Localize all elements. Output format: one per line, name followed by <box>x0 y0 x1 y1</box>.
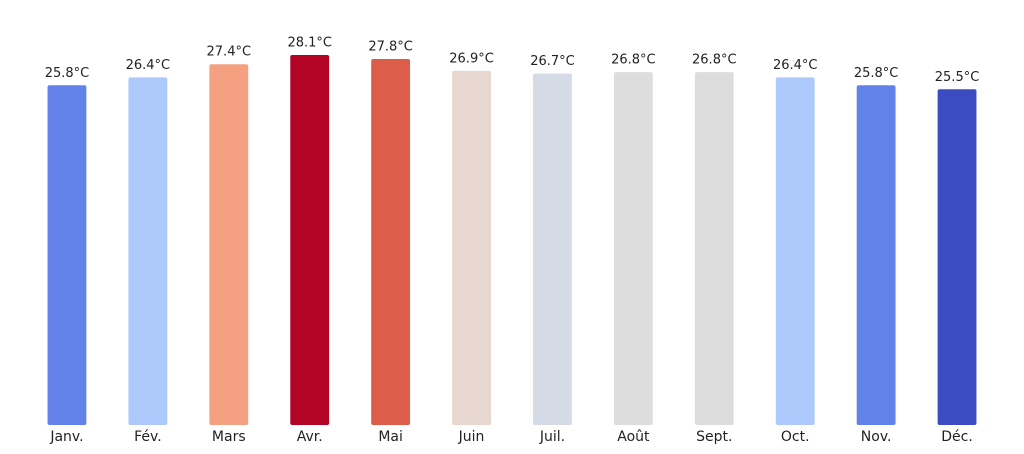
x-tick-label: Juil. <box>539 429 565 445</box>
x-tick-label: Juin <box>458 429 485 445</box>
bar <box>128 77 168 426</box>
bar <box>47 85 87 426</box>
value-label: 25.8°C <box>45 66 90 81</box>
value-label: 25.8°C <box>854 66 899 81</box>
bar <box>856 85 896 426</box>
bar <box>533 73 572 425</box>
x-tick-label: Fév. <box>134 429 162 445</box>
bar <box>371 58 411 425</box>
x-tick-label: Nov. <box>861 429 892 445</box>
value-label: 26.8°C <box>611 53 656 68</box>
x-tick-label: Août <box>617 429 650 445</box>
value-label: 26.4°C <box>126 58 171 73</box>
bar <box>209 64 249 425</box>
bar <box>290 55 330 426</box>
bar <box>613 72 653 425</box>
value-label: 25.5°C <box>935 70 980 85</box>
x-tick-label: Janv. <box>49 429 83 445</box>
bar <box>452 70 491 426</box>
value-label: 28.1°C <box>287 36 332 51</box>
value-label: 26.8°C <box>692 53 737 68</box>
value-label: 27.8°C <box>368 39 413 54</box>
bar <box>937 89 977 425</box>
bar <box>694 72 734 425</box>
bar <box>775 77 815 426</box>
x-tick-label: Oct. <box>781 429 810 445</box>
x-tick-label: Mars <box>212 429 246 445</box>
x-tick-label: Déc. <box>941 429 973 445</box>
x-tick-label: Avr. <box>297 429 323 445</box>
value-label: 26.4°C <box>773 58 818 73</box>
value-label: 27.4°C <box>207 45 252 60</box>
value-label: 26.7°C <box>530 54 575 69</box>
x-tick-label: Mai <box>378 429 403 445</box>
x-tick-label: Sept. <box>696 429 732 445</box>
value-label: 26.9°C <box>449 51 494 66</box>
